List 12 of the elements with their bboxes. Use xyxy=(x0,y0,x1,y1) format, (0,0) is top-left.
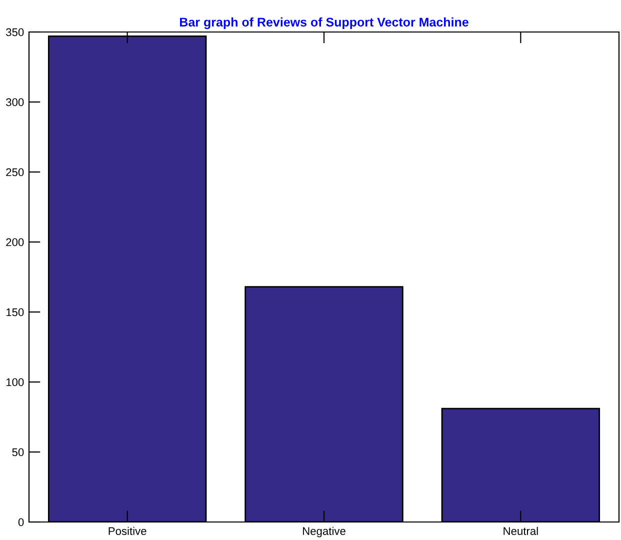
chart-title: Bar graph of Reviews of Support Vector Machine xyxy=(180,17,468,30)
y-tick-label: 300 xyxy=(6,98,24,106)
y-tick-label: 50 xyxy=(12,448,24,456)
x-tick-label: Positive xyxy=(108,526,146,536)
y-tick-label: 250 xyxy=(6,168,24,176)
y-tick-label: 350 xyxy=(6,28,24,36)
x-tick-label: Neutral xyxy=(504,526,538,536)
y-tick-label: 150 xyxy=(6,308,24,316)
x-tick-label: Negative xyxy=(302,526,346,538)
y-tick-label: 100 xyxy=(6,378,24,386)
y-tick-label: 200 xyxy=(6,238,24,246)
y-tick-label: 0 xyxy=(18,518,24,526)
